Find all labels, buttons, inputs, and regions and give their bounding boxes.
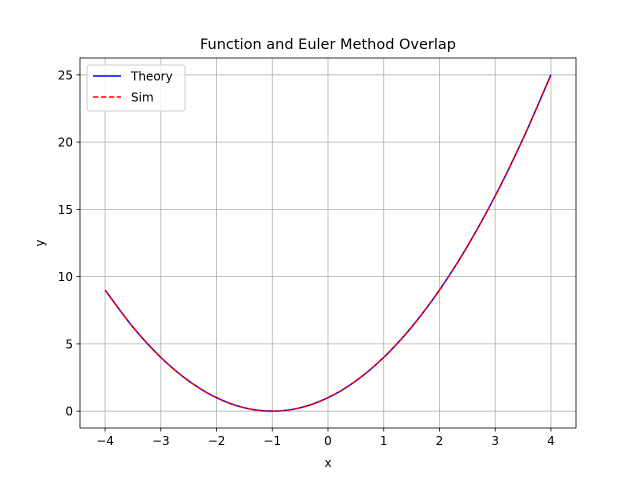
x-tick-label: 2 bbox=[436, 434, 444, 448]
legend-label-theory: Theory bbox=[130, 70, 173, 84]
x-axis-label: x bbox=[324, 456, 331, 470]
y-tick-label: 20 bbox=[58, 136, 73, 150]
x-axis-ticks: −4 −3 −2 −1 0 1 2 3 4 bbox=[96, 428, 555, 448]
x-tick-label: −4 bbox=[96, 434, 114, 448]
y-tick-label: 0 bbox=[65, 405, 73, 419]
y-tick-label: 15 bbox=[58, 203, 73, 217]
y-tick-label: 5 bbox=[65, 337, 73, 351]
x-tick-label: 1 bbox=[380, 434, 388, 448]
x-tick-label: −2 bbox=[208, 434, 226, 448]
y-axis-ticks: 0 5 10 15 20 25 bbox=[58, 68, 80, 419]
legend-label-sim: Sim bbox=[131, 91, 154, 105]
grid bbox=[80, 58, 576, 428]
y-tick-label: 25 bbox=[58, 68, 73, 82]
y-tick-label: 10 bbox=[58, 270, 73, 284]
x-tick-label: 0 bbox=[324, 434, 332, 448]
chart-title: Function and Euler Method Overlap bbox=[200, 37, 456, 53]
series-layer bbox=[104, 74, 552, 412]
x-tick-label: 4 bbox=[547, 434, 555, 448]
legend: Theory Sim bbox=[86, 64, 186, 112]
x-tick-label: −1 bbox=[263, 434, 281, 448]
series-line-sim bbox=[104, 74, 552, 412]
y-axis-label: y bbox=[33, 239, 47, 246]
x-tick-label: 3 bbox=[491, 434, 499, 448]
x-tick-label: −3 bbox=[152, 434, 170, 448]
